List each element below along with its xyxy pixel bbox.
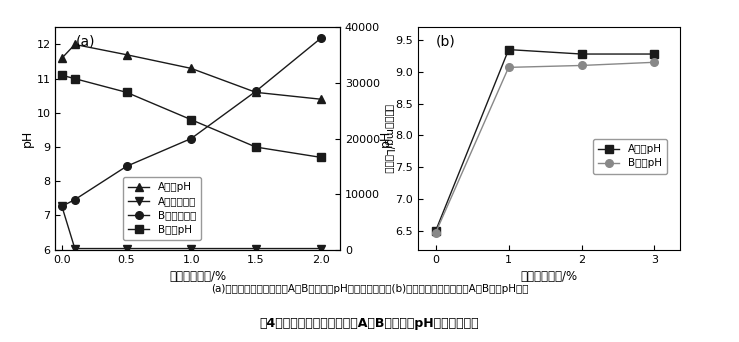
Legend: A水样pH, B水样pH: A水样pH, B水样pH (593, 139, 667, 174)
A水样pH (316, 97, 325, 101)
Y-axis label: 硫酸根（mg/L）浓度: 硫酸根（mg/L）浓度 (384, 104, 394, 173)
A水样pH (650, 52, 658, 56)
A水样pH (58, 56, 67, 60)
B水样pH (251, 145, 260, 149)
A水样硫酸根 (316, 247, 325, 251)
A水样硫酸根 (187, 247, 196, 251)
B水样硫酸根 (316, 37, 325, 41)
Y-axis label: pH: pH (21, 130, 34, 147)
X-axis label: 过氧化氢含量/%: 过氧化氢含量/% (520, 270, 577, 283)
B水样pH (122, 90, 131, 94)
Line: A水样硫酸根: A水样硫酸根 (58, 202, 324, 252)
X-axis label: 过硫酸醙含量/%: 过硫酸醙含量/% (169, 270, 226, 283)
Text: (b): (b) (436, 34, 456, 48)
B水样硫酸根 (70, 198, 79, 202)
Line: B水样硫酸根: B水样硫酸根 (58, 35, 324, 210)
B水样硫酸根 (122, 164, 131, 168)
B水样pH (316, 155, 325, 159)
B水样硫酸根 (58, 204, 67, 208)
A水样pH (122, 53, 131, 57)
Line: A水样pH: A水样pH (58, 41, 324, 103)
A水样pH (504, 48, 513, 52)
B水样pH (650, 60, 658, 64)
B水样pH (577, 63, 586, 67)
B水样pH (504, 65, 513, 69)
Legend: A水样pH, A水样硫酸根, B水样硫酸根, B水样pH: A水样pH, A水样硫酸根, B水样硫酸根, B水样pH (123, 177, 201, 240)
Line: B水样pH: B水样pH (432, 58, 658, 236)
A水样硫酸根 (251, 247, 260, 251)
Text: 图4　不同氧化药剂添加量下A、B两水样中pH和硫酸根变化: 图4 不同氧化药剂添加量下A、B两水样中pH和硫酸根变化 (259, 317, 480, 330)
B水样pH (432, 231, 440, 235)
A水样pH (187, 66, 196, 70)
Text: (a): (a) (75, 34, 95, 48)
A水样pH (432, 228, 440, 233)
Line: B水样pH: B水样pH (58, 71, 324, 161)
B水样pH (70, 77, 79, 81)
A水样pH (577, 52, 586, 56)
A水样pH (251, 90, 260, 94)
B水样pH (58, 73, 67, 77)
Line: A水样pH: A水样pH (432, 46, 658, 234)
A水样硫酸根 (58, 204, 67, 208)
B水样pH (187, 118, 196, 122)
A水样硫酸根 (70, 247, 79, 251)
A水样硫酸根 (122, 247, 131, 251)
Y-axis label: pH: pH (379, 130, 392, 147)
A水样pH (70, 42, 79, 47)
B水样硫酸根 (251, 89, 260, 93)
Text: (a)不同过硫酸醙投加量下A、B两水样中pH和硫酸根变化；(b)不同过氧化氢投加量下A、B两中pH变化: (a)不同过硫酸醙投加量下A、B两水样中pH和硫酸根变化；(b)不同过氧化氢投加… (211, 284, 528, 294)
B水样硫酸根 (187, 136, 196, 141)
